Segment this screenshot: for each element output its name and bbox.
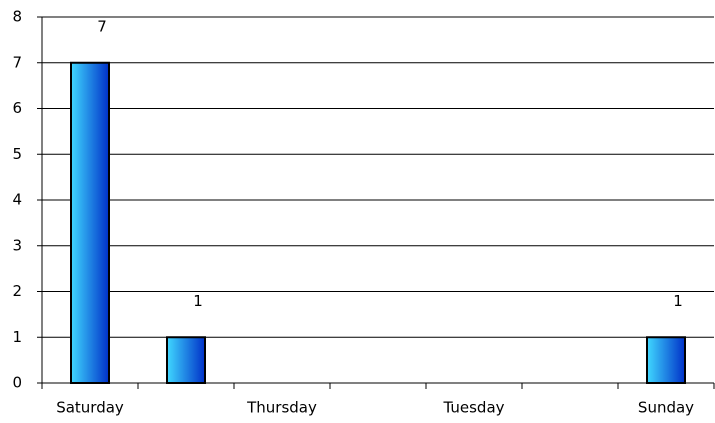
y-tick-label: 0 (12, 374, 22, 392)
y-tick-label: 2 (12, 282, 22, 300)
bar (166, 336, 206, 384)
data-label: 1 (193, 292, 203, 310)
bar (646, 336, 686, 384)
y-tick-label: 7 (12, 53, 22, 71)
y-tick-label: 6 (12, 99, 22, 117)
y-tick-label: 1 (12, 328, 22, 346)
y-tick-label: 3 (12, 236, 22, 254)
x-tick-label: Saturday (56, 399, 124, 417)
x-tick-label: Sunday (638, 399, 694, 417)
y-tick-label: 4 (12, 191, 22, 209)
y-tick-label: 8 (12, 8, 22, 26)
y-tick-label: 5 (12, 145, 22, 163)
data-label: 1 (673, 292, 683, 310)
x-tick-label: Thursday (246, 399, 317, 417)
bar (70, 61, 110, 384)
x-tick-label: Tuesday (442, 399, 504, 417)
data-label: 7 (97, 17, 107, 35)
